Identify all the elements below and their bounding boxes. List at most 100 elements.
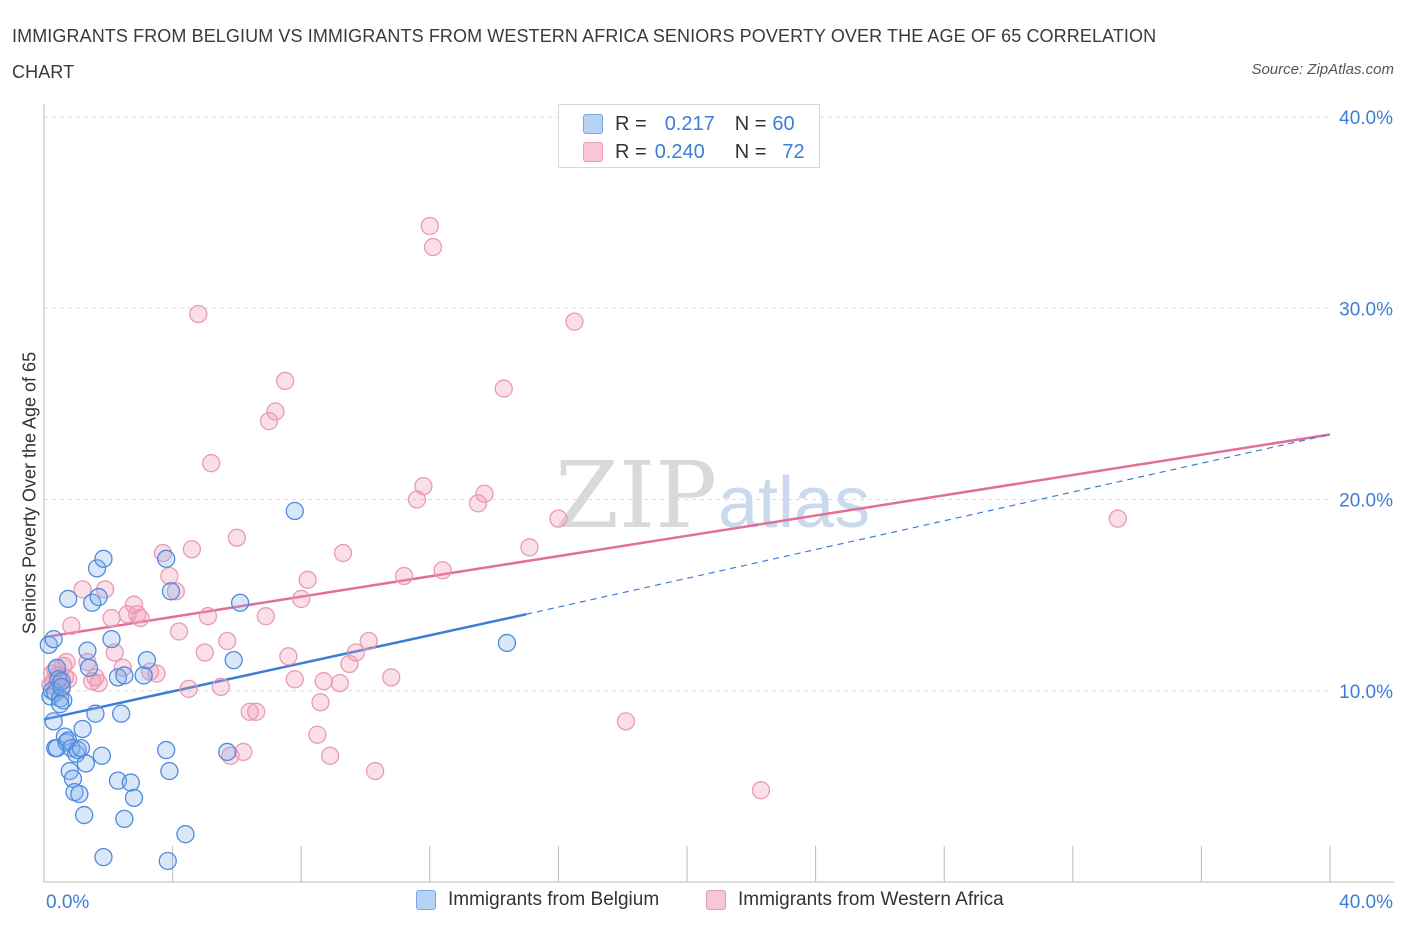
western-africa-point <box>320 746 340 765</box>
western-africa-point <box>751 781 771 800</box>
western-africa-point <box>520 538 539 557</box>
belgium-point <box>218 742 237 762</box>
belgium-points <box>39 501 517 871</box>
axes <box>43 104 1394 883</box>
belgium-point <box>62 738 81 758</box>
western-africa-point <box>330 673 349 693</box>
western-africa-point <box>153 543 173 563</box>
western-africa-point <box>468 494 488 513</box>
western-africa-point <box>169 622 189 641</box>
belgium-point <box>108 668 128 687</box>
western-africa-point <box>292 589 311 609</box>
western-africa-point <box>105 643 124 662</box>
western-africa-point <box>346 643 366 662</box>
x-tick-label: 0.0% <box>46 892 89 913</box>
western-africa-point <box>420 216 439 236</box>
western-africa-point <box>475 484 494 503</box>
western-africa-point <box>195 643 214 662</box>
belgium-point <box>44 712 63 731</box>
western-africa-point <box>240 702 259 721</box>
western-africa-point <box>414 476 433 496</box>
western-africa-point <box>285 670 304 689</box>
belgium-trend-line <box>43 613 527 721</box>
western-africa-point <box>198 607 218 626</box>
western-africa-point <box>131 608 150 628</box>
belgium-legend-swatch <box>416 890 436 910</box>
western-africa-point <box>113 658 132 677</box>
western-africa-point <box>259 411 279 431</box>
belgium-point <box>158 851 177 871</box>
western-africa-point <box>279 647 298 666</box>
belgium-point <box>52 672 71 691</box>
belgium-point <box>112 704 131 723</box>
western-africa-point <box>256 607 275 626</box>
western-africa-point <box>202 454 221 473</box>
belgium-point <box>71 738 91 758</box>
legend-n-label: N = <box>734 140 767 163</box>
western-africa-point <box>266 402 285 421</box>
series-legend: Immigrants from Belgium Immigrants from … <box>0 889 1406 915</box>
western-africa-point <box>359 631 378 651</box>
legend-row-belgium: R = 0.217 N = 60 <box>583 112 795 136</box>
belgium-point <box>224 651 243 670</box>
western-africa-point <box>314 672 333 691</box>
legend-r-label: R = <box>615 112 647 135</box>
western-africa-point <box>102 608 121 628</box>
western-africa-point <box>234 742 253 762</box>
belgium-trend-extension <box>526 433 1331 615</box>
watermark-atlas: atlas <box>718 463 870 543</box>
y-tick-label: 10.0% <box>1339 682 1393 703</box>
belgium-point <box>58 589 78 609</box>
belgium-point <box>102 629 121 649</box>
legend-r-label: R = <box>615 140 647 163</box>
belgium-point <box>285 501 304 521</box>
western-africa-trend-line <box>43 433 1331 639</box>
belgium-point <box>75 805 94 825</box>
western-africa-point <box>211 677 230 697</box>
belgium-point <box>44 629 63 649</box>
western-africa-point <box>227 528 247 547</box>
western-africa-point <box>182 540 202 559</box>
western-africa-point <box>308 725 327 744</box>
y-tick-label: 30.0% <box>1339 299 1393 320</box>
belgium-point <box>70 784 89 804</box>
y-tick-label: 20.0% <box>1339 491 1393 512</box>
correlation-legend: R = 0.217 N = 60 R = 0.240 N = 72 <box>558 104 820 168</box>
tick-labels: 10.0% 20.0% 30.0% 40.0% 0.0% 40.0% <box>46 108 1393 913</box>
belgium-point <box>86 704 105 723</box>
western-africa-point <box>275 371 295 391</box>
western-africa-point <box>333 543 353 563</box>
belgium-point <box>94 549 113 568</box>
legend-r-value: 0.240 <box>654 140 705 163</box>
western-africa-point <box>549 509 568 528</box>
legend-r-value: 0.217 <box>664 112 715 135</box>
western-africa-point <box>73 580 92 599</box>
belgium-point <box>157 549 176 568</box>
belgium-point <box>50 694 70 714</box>
legend-label-western-africa: Immigrants from Western Africa <box>738 889 1004 910</box>
belgium-point <box>92 746 112 765</box>
western-africa-point <box>340 654 359 674</box>
belgium-point <box>160 761 179 781</box>
belgium-point <box>73 719 92 739</box>
western-africa-point <box>218 631 237 651</box>
y-tick-label: 40.0% <box>1339 108 1393 129</box>
belgium-point <box>134 666 153 685</box>
belgium-point <box>157 740 176 760</box>
belgium-point <box>230 593 250 612</box>
western-africa-point <box>311 693 330 712</box>
belgium-point <box>94 847 113 867</box>
legend-label-belgium: Immigrants from Belgium <box>448 889 660 910</box>
belgium-point <box>115 809 134 829</box>
western-africa-point <box>565 312 584 331</box>
watermark: ZIP atlas <box>555 442 870 549</box>
belgium-point <box>121 773 140 792</box>
western-africa-point <box>433 561 452 580</box>
western-africa-legend-swatch <box>706 890 726 910</box>
western-africa-point <box>423 237 443 257</box>
western-africa-point <box>394 566 414 586</box>
belgium-point <box>39 635 58 654</box>
belgium-point <box>161 582 181 601</box>
western-africa-point <box>189 304 208 324</box>
